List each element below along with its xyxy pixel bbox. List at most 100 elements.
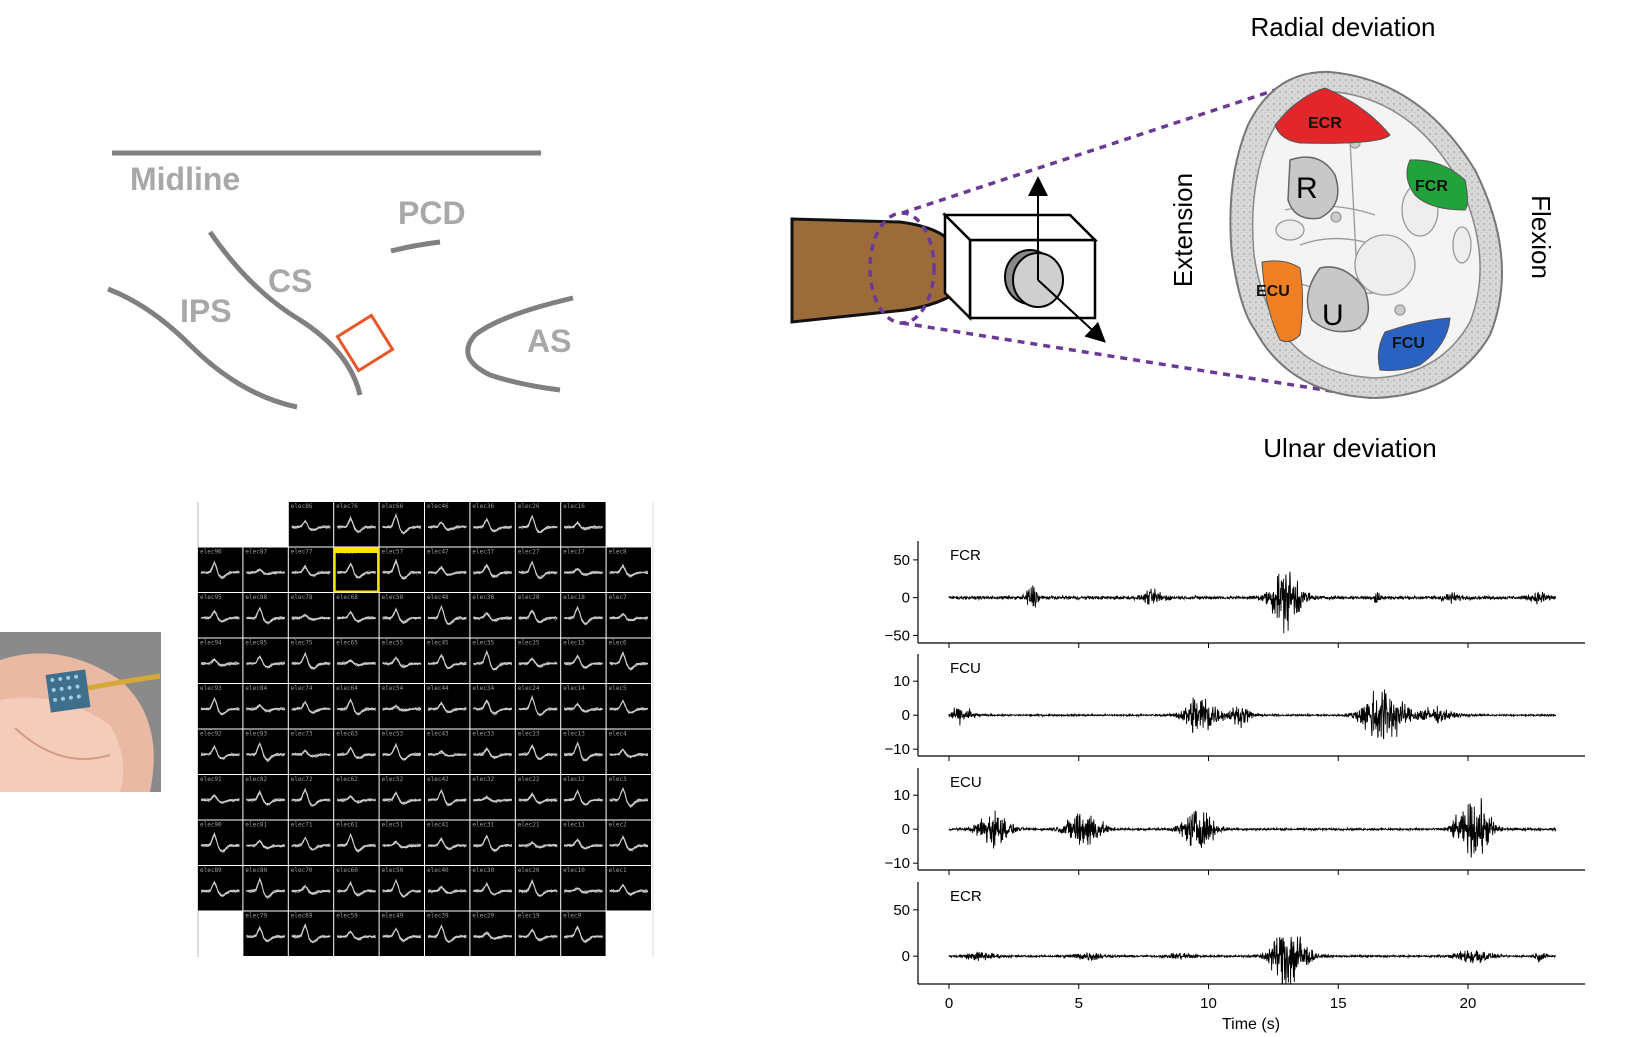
spike-cell: elec41 xyxy=(425,820,470,865)
electrode-label: elec44 xyxy=(427,685,449,692)
electrode-label: elec91 xyxy=(200,776,222,783)
spike-cell: elec93 xyxy=(198,684,243,729)
y-tick-label: 50 xyxy=(893,902,910,919)
x-axis-title: Time (s) xyxy=(1222,1016,1280,1033)
y-tick-label: 0 xyxy=(902,707,910,724)
electrode-label: elec20 xyxy=(518,867,540,874)
electrode-label: elec96 xyxy=(200,549,222,556)
electrode-label: elec72 xyxy=(291,776,313,783)
spike-cell: elec75 xyxy=(288,638,334,683)
electrode-label: elec55 xyxy=(382,640,404,647)
electrode-label: elec57 xyxy=(382,549,404,556)
ecu-label: ECU xyxy=(1256,283,1290,300)
spike-cell: elec48 xyxy=(425,593,470,638)
spike-cell: elec52 xyxy=(379,775,424,820)
emg-trace xyxy=(948,689,1557,740)
electrode-label: elec1 xyxy=(609,867,627,874)
spike-cell: elec59 xyxy=(334,911,379,956)
electrode-label: elec31 xyxy=(472,822,494,829)
spike-cell: elec23 xyxy=(515,729,561,774)
electrode-label: elec34 xyxy=(472,685,494,692)
x-tick-label: 5 xyxy=(1075,995,1083,1012)
utah-array-icon xyxy=(45,669,91,713)
electrode-label: elec63 xyxy=(336,731,358,738)
electrode-label: elec42 xyxy=(427,776,449,783)
central-sulcus xyxy=(207,230,363,396)
spike-cell: elec39 xyxy=(425,911,470,956)
ulnar-deviation-label: Ulnar deviation xyxy=(1263,433,1436,463)
spike-cell: elec26 xyxy=(515,502,561,547)
spike-cell: elec96 xyxy=(198,547,243,592)
spike-cell: elec55 xyxy=(379,638,424,683)
electrode-label: elec35 xyxy=(472,640,494,647)
electrode-label: elec65 xyxy=(336,640,358,647)
radius-label: R xyxy=(1296,172,1318,205)
electrode-label: elec82 xyxy=(245,776,267,783)
spike-cell: elec50 xyxy=(379,866,424,911)
y-tick-label: 0 xyxy=(902,948,910,965)
electrode-label: elec15 xyxy=(563,640,585,647)
emg-trace xyxy=(948,797,1557,858)
spike-cell: elec42 xyxy=(425,775,470,820)
electrode-label: elec71 xyxy=(291,822,313,829)
spike-cell: elec81 xyxy=(243,820,288,865)
electrode-label: elec37 xyxy=(472,549,494,556)
spike-cell: elec5 xyxy=(606,684,651,729)
series-name: FCU xyxy=(950,660,981,677)
electrode-label: elec11 xyxy=(563,822,585,829)
series-name: FCR xyxy=(950,547,981,564)
fcr-muscle xyxy=(1406,159,1468,211)
electrode-label: elec84 xyxy=(245,685,267,692)
electrode-label: elec50 xyxy=(382,867,404,874)
electrode-label: elec48 xyxy=(427,594,449,601)
spike-cell: elec80 xyxy=(243,866,288,911)
spike-cell: elec46 xyxy=(425,502,470,547)
electrode-label: elec23 xyxy=(518,731,540,738)
as-label: AS xyxy=(527,323,571,359)
spike-cell: elec6 xyxy=(606,638,651,683)
emg-traces-chart: 50 0 −50 FCR 10 0 −10 FCU 10 0 −10 ECU 50 0 ECR 0 5 10 15 2… xyxy=(885,541,1585,1033)
fcr-label: FCR xyxy=(1415,178,1448,195)
spike-cell: elec15 xyxy=(561,638,606,683)
arcuate-sulcus xyxy=(465,295,574,393)
spike-cell: elec1 xyxy=(606,866,651,911)
ulna-bone xyxy=(1306,266,1370,333)
x-tick-label: 10 xyxy=(1200,995,1217,1012)
electrode-label: elec61 xyxy=(336,822,358,829)
spike-cell: elec70 xyxy=(288,866,334,911)
electrode-label: elec86 xyxy=(291,503,313,510)
electrode-label: elec26 xyxy=(518,503,540,510)
emg-trace xyxy=(948,571,1557,634)
spike-cell: elec64 xyxy=(334,684,379,729)
spike-cell: elec84 xyxy=(243,684,288,729)
electrode-label: elec45 xyxy=(427,640,449,647)
array-photo xyxy=(0,632,161,792)
intraparietal-sulcus xyxy=(107,286,298,410)
electrode-label: elec88 xyxy=(245,594,267,601)
electrode-label: elec53 xyxy=(382,731,404,738)
spike-cell: elec86 xyxy=(288,502,334,547)
electrode-label: elec46 xyxy=(427,503,449,510)
midline-label: Midline xyxy=(130,161,240,197)
electrode-label: elec6 xyxy=(609,640,627,647)
electrode-label: elec21 xyxy=(518,822,540,829)
spike-cell: elec54 xyxy=(379,684,424,729)
spike-cell: elec69 xyxy=(288,911,334,956)
spike-cell: elec44 xyxy=(425,684,470,729)
spike-cell: elec37 xyxy=(470,547,515,592)
spike-cell: elec14 xyxy=(561,684,606,729)
electrode-label: elec81 xyxy=(245,822,267,829)
electrode-label: elec83 xyxy=(245,731,267,738)
spike-cell: elec67 xyxy=(333,547,380,593)
spike-cell: elec78 xyxy=(288,593,334,638)
electrode-label: elec2 xyxy=(609,822,627,829)
radial-deviation-label: Radial deviation xyxy=(1250,12,1435,42)
spike-cell: elec85 xyxy=(243,638,288,683)
spike-waveform-grid: elec86 elec76 elec66 elec46 elec36 elec26 elec… xyxy=(197,502,654,957)
electrode-label: elec64 xyxy=(336,685,358,692)
emg-panel-fcu: 10 0 −10 FCU xyxy=(885,654,1585,761)
electrode-label: elec66 xyxy=(382,503,404,510)
electrode-label: elec70 xyxy=(291,867,313,874)
spike-cell: elec77 xyxy=(288,547,334,592)
spike-cell: elec45 xyxy=(425,638,470,683)
